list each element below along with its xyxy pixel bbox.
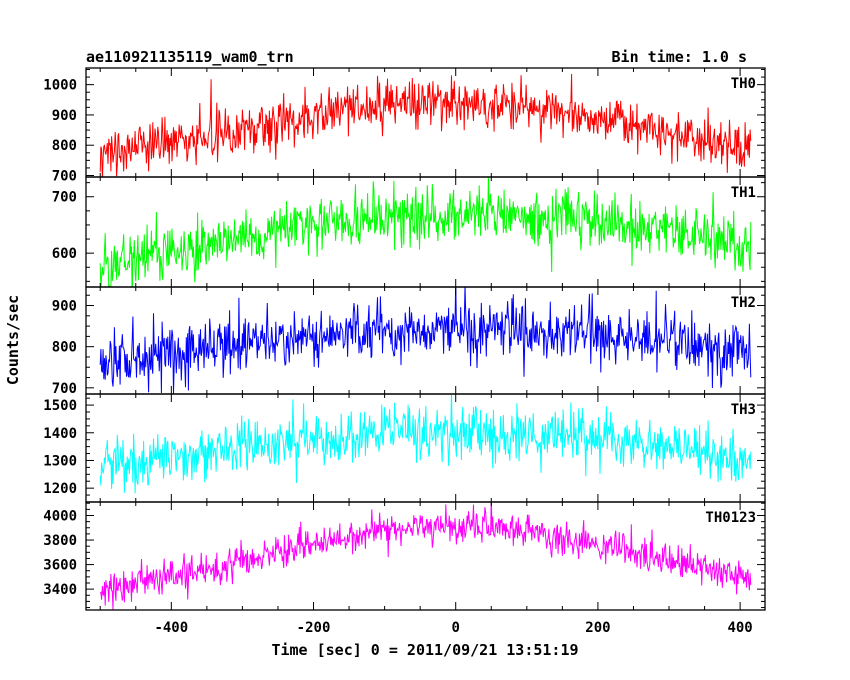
panel-label-th0: TH0	[731, 76, 756, 92]
y-tick-label: 800	[52, 138, 77, 154]
series-line-th2	[99, 287, 752, 394]
y-axis-label: Counts/sec	[4, 295, 22, 385]
panels-group: 700 800 900 1000 TH0 600 700 TH1 700 800 900 TH2 120…	[43, 67, 766, 611]
x-tick-label: 0	[451, 620, 459, 636]
panel-th0: 700 800 900 1000 TH0	[43, 67, 766, 184]
y-tick-label: 700	[52, 190, 77, 206]
y-tick-label: 900	[52, 108, 77, 124]
chart-title: ae110921135119_wam0_trn	[86, 48, 294, 66]
series-line-th0123	[99, 502, 752, 610]
panel-label-th3: TH3	[731, 402, 756, 418]
panel-label-th1: TH1	[731, 185, 756, 201]
y-tick-label: 3600	[43, 558, 77, 574]
panel-label-th2: TH2	[731, 295, 756, 311]
panel-frame	[85, 176, 766, 288]
y-tick-label: 1400	[43, 426, 77, 442]
x-axis-label: Time [sec] 0 = 2011/09/21 13:51:19	[271, 641, 578, 659]
x-tick-label: 400	[727, 620, 752, 636]
x-tick-label: 200	[585, 620, 610, 636]
y-tick-label: 1200	[43, 481, 77, 497]
y-tick-label: 900	[52, 299, 77, 315]
panel-frame	[85, 501, 766, 611]
y-tick-label: 800	[52, 340, 77, 356]
y-tick-label: 3400	[43, 582, 77, 598]
series-line-th0	[99, 73, 752, 177]
y-tick-label: 700	[52, 168, 77, 184]
y-tick-label: 1000	[43, 78, 77, 94]
x-tick-label: -200	[297, 620, 331, 636]
x-axis: -400 -200 0 200 400	[154, 620, 752, 636]
panel-label-th0123: TH0123	[705, 510, 756, 526]
panel-th2: 700 800 900 TH2	[52, 286, 766, 397]
y-tick-label: 700	[52, 381, 77, 397]
panel-th1: 600 700 TH1	[52, 176, 766, 288]
y-tick-label: 1500	[43, 398, 77, 414]
y-tick-label: 600	[52, 246, 77, 262]
y-tick-label: 1300	[43, 453, 77, 469]
y-tick-label: 4000	[43, 509, 77, 525]
panel-th0123: 3400 3600 3800 4000 TH0123	[43, 501, 766, 611]
bin-time-label: Bin time: 1.0 s	[612, 48, 747, 66]
y-tick-label: 3800	[43, 533, 77, 549]
series-line-th3	[99, 394, 752, 494]
series-line-th1	[99, 177, 752, 287]
x-tick-label: -400	[154, 620, 188, 636]
panel-th3: 1200 1300 1400 1500 TH3	[43, 393, 766, 503]
